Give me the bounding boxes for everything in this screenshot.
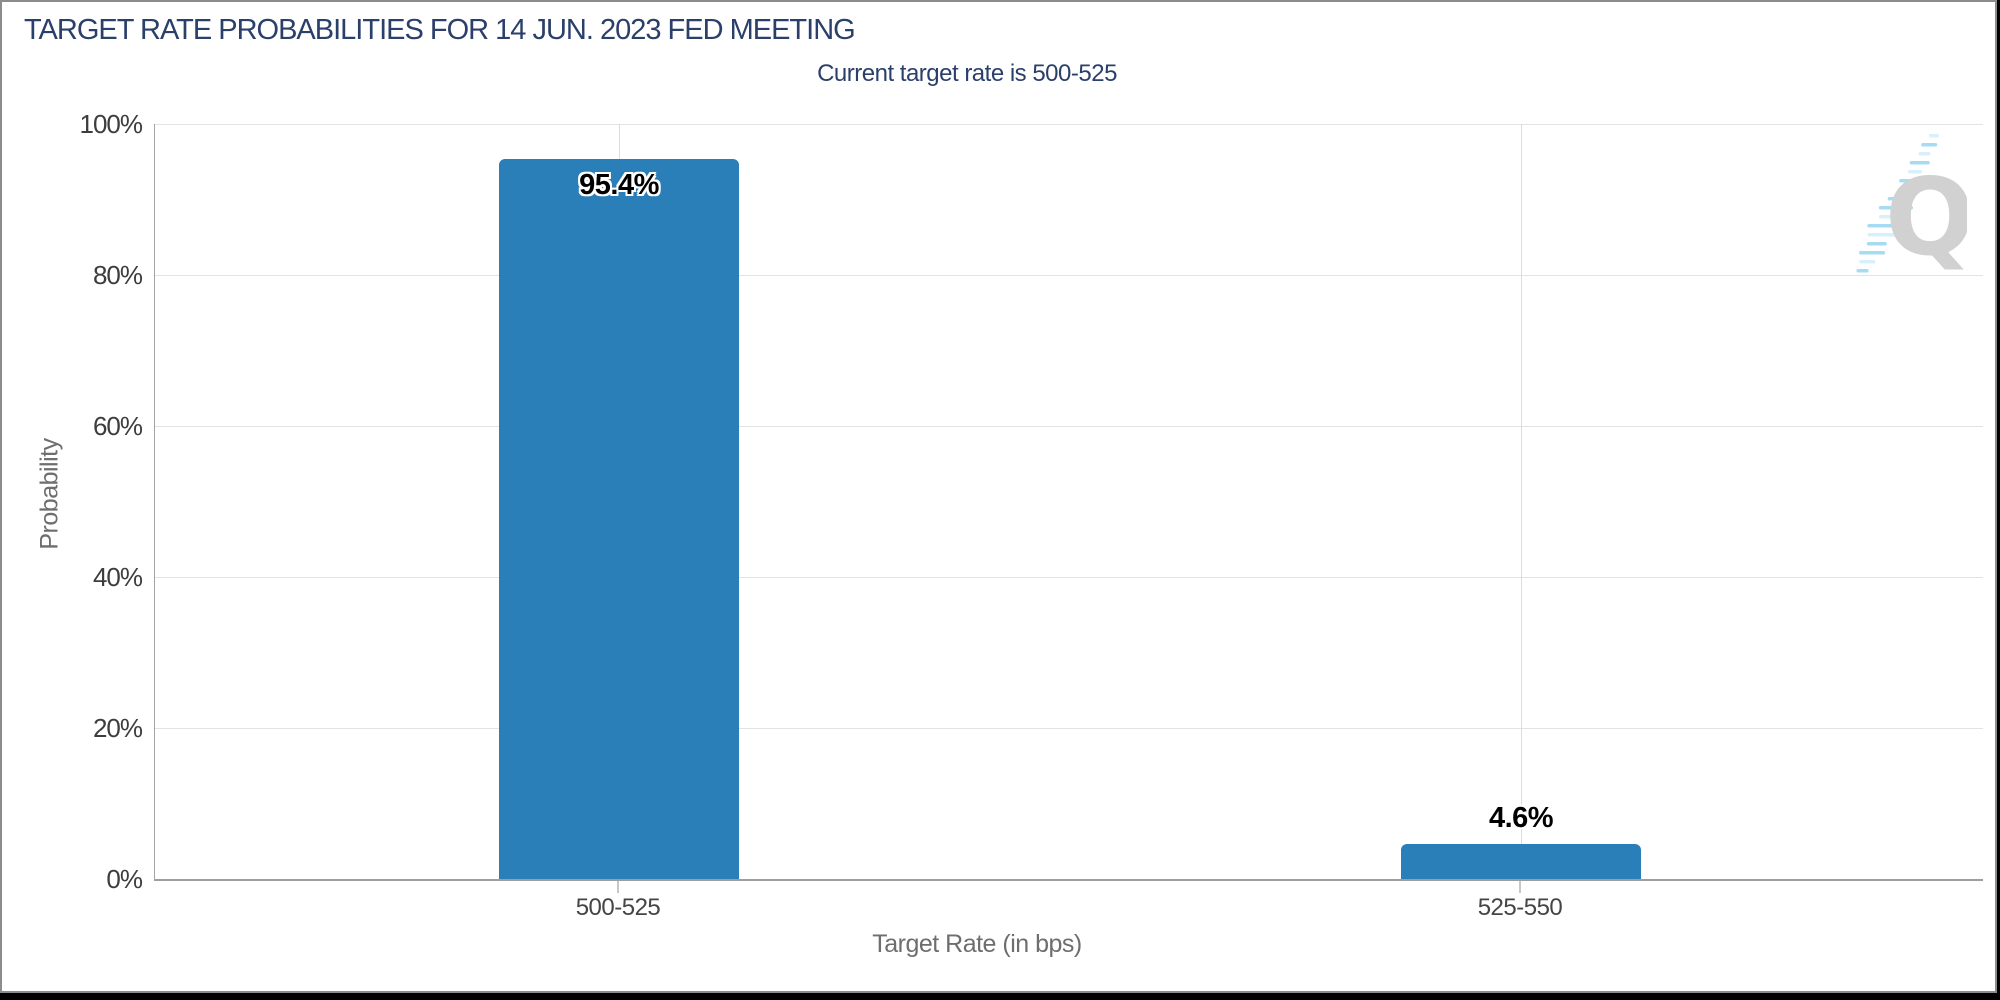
gridline-horizontal-80: [155, 275, 1983, 276]
bar-525-550[interactable]: [1401, 844, 1641, 879]
quikstrike-logo-graphic: Q: [1856, 134, 1975, 279]
gridline-horizontal-20: [155, 728, 1983, 729]
y-tick-label-80: 80%: [92, 260, 143, 290]
gridline-horizontal-60: [155, 426, 1983, 427]
y-tick-label-0: 0%: [106, 864, 143, 894]
x-axis-title: Target Rate (in bps): [872, 930, 1082, 958]
bar-500-525[interactable]: [499, 159, 739, 879]
logo-q-letter: Q: [1885, 156, 1967, 279]
gridline-vertical-525-550: [1521, 124, 1522, 879]
quikstrike-logo: Q: [1847, 120, 1975, 285]
bar-value-label-525-550: 4.6%: [1488, 802, 1554, 834]
chart-subtitle: Current target rate is 500-525: [817, 60, 1117, 87]
y-axis-title: Probability: [35, 438, 64, 550]
logo-dash-swoosh: [1856, 134, 1939, 273]
chart-title: TARGET RATE PROBABILITIES FOR 14 JUN. 20…: [24, 14, 856, 46]
y-tick-label-40: 40%: [92, 562, 143, 592]
plot-area: 95.4% 4.6%: [154, 124, 1983, 881]
gridline-horizontal-100: [155, 124, 1983, 125]
x-axis-tick-525-550: [1519, 881, 1521, 893]
y-tick-label-100: 100%: [79, 109, 144, 139]
y-tick-label-60: 60%: [92, 411, 143, 441]
gridline-horizontal-40: [155, 577, 1983, 578]
x-tick-label-525-550: 525-550: [1477, 894, 1563, 921]
x-axis-tick-500-525: [617, 881, 619, 893]
x-tick-label-500-525: 500-525: [575, 894, 661, 921]
bar-value-label-500-525: 95.4%: [579, 169, 659, 201]
y-tick-label-20: 20%: [92, 713, 143, 743]
